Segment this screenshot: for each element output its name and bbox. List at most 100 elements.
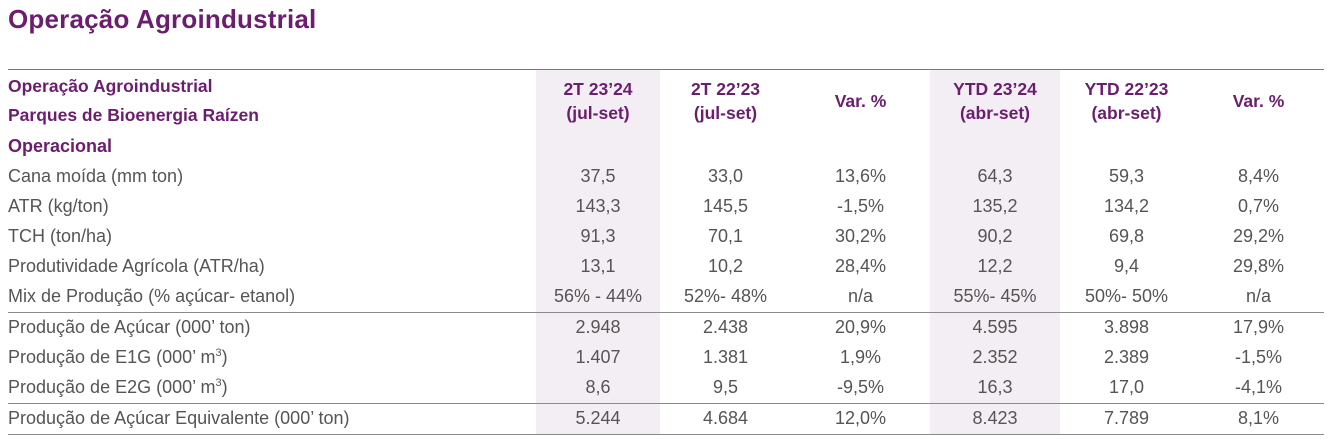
table-cell: 50%- 50% (1084, 286, 1169, 306)
table-cell: -4,1% (1234, 377, 1283, 397)
table-cell: 0,7% (1237, 196, 1280, 216)
row-label-text: Produção de E1G (000’ m (8, 347, 216, 367)
column-header-line1: 2T 22’23 (690, 78, 761, 99)
table-cell: 33,0 (707, 166, 744, 186)
table-cell: 7.789 (1060, 402, 1193, 435)
table-cell: 4.684 (660, 402, 791, 435)
table-row: Produção de E1G (000’ m3) 1.407 1.381 1,… (8, 343, 1324, 373)
row-label: Produção de Açúcar Equivalente (000’ ton… (8, 402, 536, 435)
table-cell: 28,4% (834, 256, 887, 276)
agroindustrial-table-container: Operação Agroindustrial Parques de Bioen… (8, 69, 1324, 435)
section-row: Operacional (8, 132, 1324, 162)
table-cell: 69,8 (1108, 226, 1145, 246)
section-label: Operacional (8, 136, 113, 156)
table-cell: 20,9% (791, 311, 930, 343)
table-cell: n/a (1245, 286, 1272, 306)
table-cell: -9,5% (836, 377, 885, 397)
row-label-superscript: 3 (215, 347, 222, 359)
table-cell: 2.948 (536, 311, 660, 343)
table-cell: 8,4% (1237, 166, 1280, 186)
table-cell: 2.438 (660, 311, 791, 343)
column-header-line2: (jul-set) (693, 102, 758, 123)
table-cell: 29,2% (1232, 226, 1285, 246)
table-row: Cana moída (mm ton) 37,5 33,0 13,6% 64,3… (8, 162, 1324, 192)
agroindustrial-table: Operação Agroindustrial Parques de Bioen… (8, 69, 1324, 435)
header-row-label: Operação Agroindustrial Parques de Bioen… (8, 69, 536, 132)
table-cell: 9,4 (1113, 256, 1140, 276)
table-cell: 8,1% (1193, 402, 1324, 435)
table-cell: 12,2 (977, 256, 1013, 276)
table-cell: 13,1 (580, 256, 616, 276)
table-cell: 1.381 (702, 347, 749, 367)
table-row: Produção de Açúcar (000’ ton) 2.948 2.43… (8, 311, 1324, 343)
column-header-line1: Var. % (834, 90, 887, 111)
table-cell: 5.244 (536, 402, 660, 435)
table-cell: -1,5% (836, 196, 885, 216)
header-label-line2: Parques de Bioenergia Raízen (8, 104, 259, 125)
table-cell: 145,5 (702, 196, 749, 216)
row-label: Produtividade Agrícola (ATR/ha) (8, 256, 265, 276)
table-cell: 1,9% (839, 347, 882, 367)
table-cell: 134,2 (1103, 196, 1150, 216)
table-cell: 59,3 (1108, 166, 1145, 186)
table-cell: 13,6% (834, 166, 887, 186)
table-cell: 56% - 44% (553, 286, 643, 306)
column-header: Var. % (1193, 69, 1324, 132)
row-label-text: Produção de E2G (000’ m (8, 377, 216, 397)
row-label: TCH (ton/ha) (8, 226, 113, 246)
row-label: Cana moída (mm ton) (8, 166, 184, 186)
row-label-end: ) (221, 347, 228, 367)
table-header-row: Operação Agroindustrial Parques de Bioen… (8, 69, 1324, 132)
table-cell: 10,2 (707, 256, 744, 276)
table-cell: 90,2 (977, 226, 1013, 246)
table-cell: 143,3 (575, 196, 621, 216)
table-cell: 17,9% (1193, 311, 1324, 343)
table-cell: 91,3 (580, 226, 616, 246)
table-cell: 29,8% (1232, 256, 1285, 276)
row-label-end: ) (221, 377, 228, 397)
table-cell: 52%- 48% (683, 286, 768, 306)
row-label: Produção de Açúcar (000’ ton) (8, 311, 536, 343)
table-cell: 55%- 45% (953, 286, 1037, 306)
table-cell: n/a (847, 286, 874, 306)
table-cell: -1,5% (1234, 347, 1283, 367)
column-header: 2T 23’24 (jul-set) (536, 69, 660, 132)
table-cell: 1.407 (575, 347, 621, 367)
header-label-line1: Operação Agroindustrial (8, 75, 213, 96)
table-row: Mix de Produção (% açúcar- etanol) 56% -… (8, 282, 1324, 313)
column-header-line1: Var. % (1232, 90, 1285, 111)
table-cell: 17,0 (1108, 377, 1145, 397)
row-label-superscript: 3 (215, 377, 222, 389)
table-row: Produtividade Agrícola (ATR/ha) 13,1 10,… (8, 252, 1324, 282)
table-cell: 64,3 (977, 166, 1013, 186)
table-cell: 30,2% (834, 226, 887, 246)
row-label: Produção de E1G (000’ m3) (8, 343, 536, 373)
column-header-line2: (abr-set) (959, 102, 1030, 123)
table-cell: 12,0% (791, 402, 930, 435)
table-cell: 9,5 (712, 377, 739, 397)
table-row: Produção de Açúcar Equivalente (000’ ton… (8, 402, 1324, 435)
row-label: Mix de Produção (% açúcar- etanol) (8, 286, 296, 306)
table-row: Produção de E2G (000’ m3) 8,6 9,5 -9,5% … (8, 373, 1324, 404)
column-header-line2: (jul-set) (566, 102, 630, 123)
column-header: Var. % (791, 69, 930, 132)
table-cell: 37,5 (580, 166, 616, 186)
column-header-line1: YTD 23’24 (953, 78, 1037, 99)
table-cell: 3.898 (1060, 311, 1193, 343)
table-cell: 135,2 (972, 196, 1018, 216)
table-row: TCH (ton/ha) 91,3 70,1 30,2% 90,2 69,8 2… (8, 222, 1324, 252)
table-cell: 2.389 (1103, 347, 1150, 367)
table-cell: 8.423 (930, 402, 1060, 435)
column-header: YTD 23’24 (abr-set) (930, 69, 1060, 132)
column-header-line1: 2T 23’24 (563, 78, 633, 99)
table-cell: 2.352 (972, 347, 1018, 367)
row-label: Produção de E2G (000’ m3) (8, 373, 536, 404)
table-row: ATR (kg/ton) 143,3 145,5 -1,5% 135,2 134… (8, 192, 1324, 222)
column-header: YTD 22’23 (abr-set) (1060, 69, 1193, 132)
table-cell: 16,3 (977, 377, 1013, 397)
table-cell: 8,6 (585, 377, 611, 397)
table-cell: 4.595 (930, 311, 1060, 343)
table-cell: 70,1 (707, 226, 744, 246)
row-label: ATR (kg/ton) (8, 196, 109, 216)
page-title: Operação Agroindustrial (8, 4, 317, 34)
